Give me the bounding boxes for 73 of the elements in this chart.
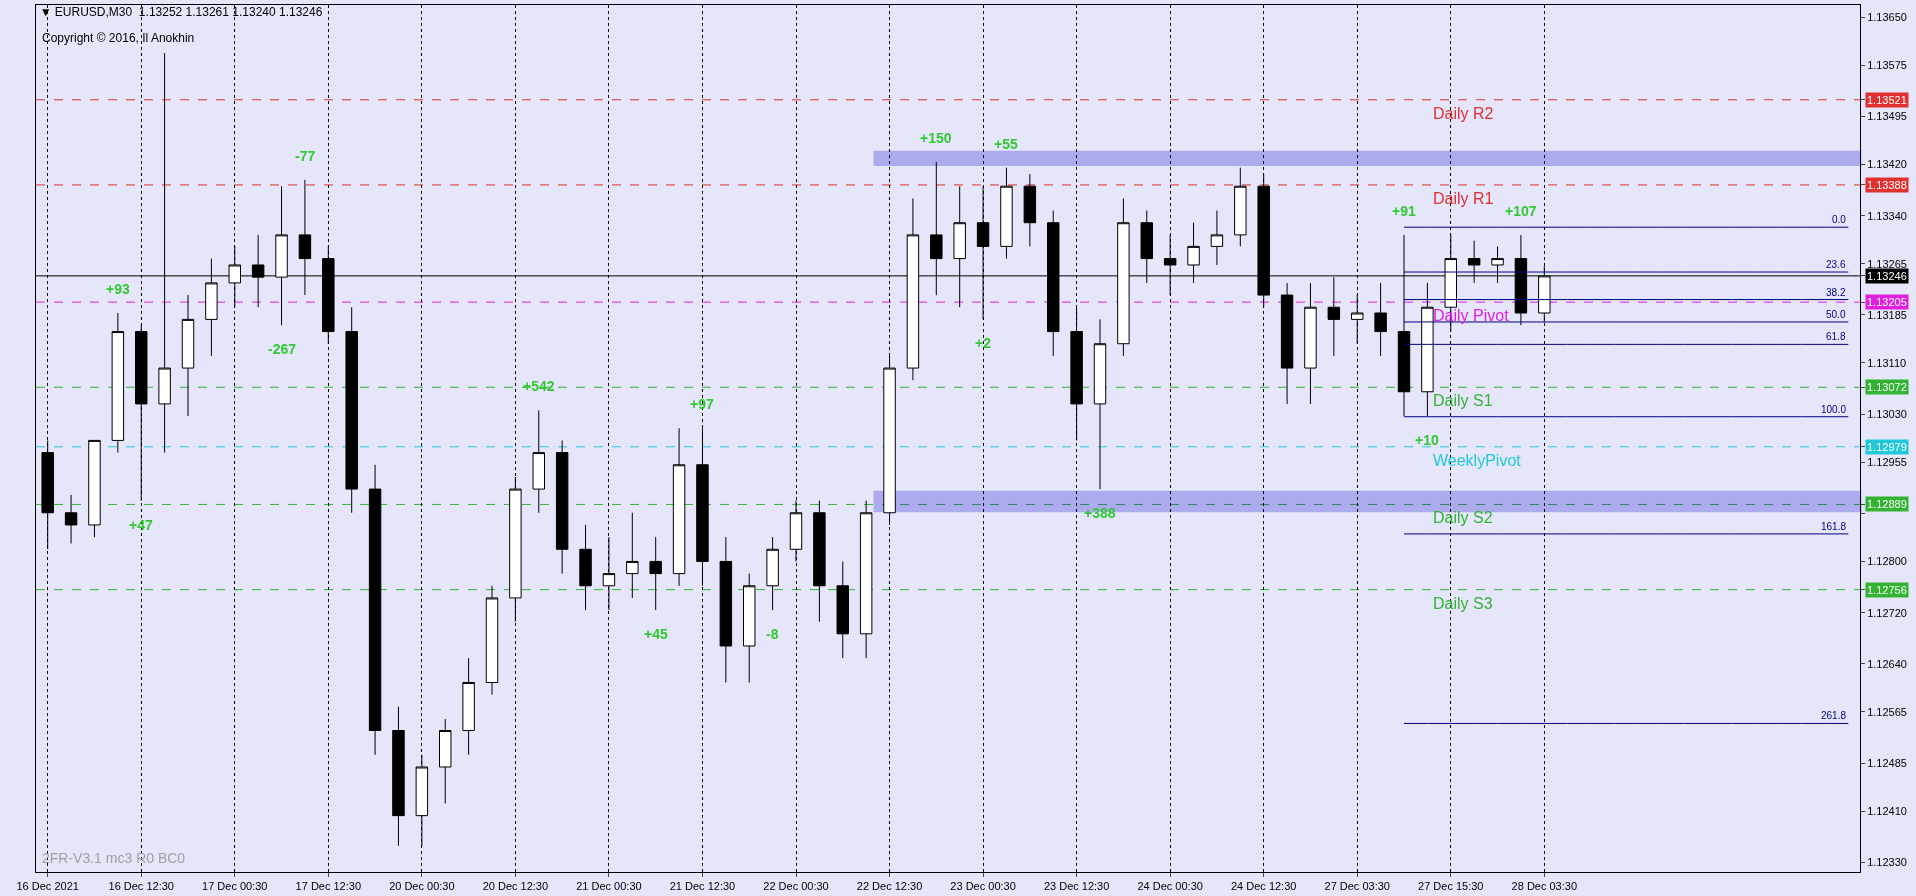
- y-tick-label: 1.12955: [1867, 456, 1907, 469]
- ref-line-label: Daily S1: [1433, 392, 1493, 409]
- y-tick-label: 1.13340: [1867, 209, 1907, 222]
- x-tick-label: 27 Dec 03:30: [1324, 880, 1390, 893]
- annotation: 2FR-V3.1 mc3 R0 BC0: [42, 850, 186, 866]
- text: +542: [523, 378, 555, 394]
- series-label: 61.8: [1826, 331, 1846, 342]
- x-tick-label: 28 Dec 03:30: [1511, 880, 1578, 893]
- text: -8: [766, 626, 779, 642]
- y-tick-label: 1.13110: [1867, 356, 1907, 369]
- y-tick-label: 1.13420: [1867, 158, 1907, 171]
- y-tick-label: 1.13205: [1867, 296, 1907, 308]
- text: +91: [1392, 203, 1416, 219]
- x-tick-label: 20 Dec 12:30: [482, 880, 549, 893]
- y-tick-label: 1.13495: [1867, 110, 1907, 123]
- x-tick-label: 17 Dec 12:30: [295, 880, 362, 893]
- x-tick-label: 16 Dec 2021: [16, 880, 79, 893]
- y-tick-label: 1.12485: [1867, 756, 1907, 769]
- series-label: 0.0: [1832, 214, 1847, 225]
- y-tick-label: 1.13575: [1867, 59, 1907, 72]
- text: +10: [1415, 432, 1439, 448]
- x-tick-label: 21 Dec 00:30: [576, 880, 642, 893]
- ref-line-label: Daily R1: [1433, 190, 1494, 207]
- series-label: 161.8: [1821, 521, 1847, 532]
- x-tick-label: 24 Dec 00:30: [1137, 880, 1203, 893]
- y-tick-label: 1.13650: [1867, 11, 1907, 24]
- y-tick-label: 1.13072: [1867, 381, 1907, 393]
- x-tick-label: 23 Dec 00:30: [950, 880, 1016, 893]
- y-tick-label: 1.12640: [1867, 657, 1907, 670]
- text: -77: [295, 148, 316, 164]
- x-tick-label: 24 Dec 12:30: [1230, 880, 1297, 893]
- y-tick-label: 1.12330: [1867, 856, 1907, 869]
- series-label: 23.6: [1826, 259, 1846, 270]
- y-tick-label: 1.12889: [1867, 498, 1907, 510]
- series-label: 261.8: [1821, 710, 1847, 721]
- text: +2: [975, 335, 991, 351]
- y-tick-label: 1.12720: [1867, 606, 1907, 619]
- series-label: 50.0: [1826, 309, 1846, 320]
- y-tick-label: 1.13388: [1867, 179, 1907, 191]
- series-label: 100.0: [1821, 404, 1847, 415]
- ref-line-label: Daily R2: [1433, 105, 1494, 122]
- y-tick-label: 1.13521: [1867, 94, 1907, 106]
- x-tick-label: 22 Dec 12:30: [856, 880, 923, 893]
- y-tick-label: 1.12800: [1867, 555, 1907, 568]
- text: -267: [268, 341, 297, 357]
- text: +150: [920, 130, 952, 146]
- y-tick-label: 1.13030: [1867, 408, 1907, 421]
- series-label: 38.2: [1826, 287, 1846, 298]
- x-tick-label: 21 Dec 12:30: [669, 880, 736, 893]
- text: +93: [106, 281, 130, 297]
- y-tick-label: 1.12565: [1867, 705, 1907, 718]
- y-tick-label: 1.13246: [1867, 270, 1907, 282]
- x-tick-label: 17 Dec 00:30: [202, 880, 268, 893]
- text: +388: [1084, 505, 1116, 521]
- text: +47: [129, 517, 153, 533]
- x-tick-label: 27 Dec 15:30: [1418, 880, 1484, 893]
- text: +45: [644, 626, 668, 642]
- x-tick-label: 22 Dec 00:30: [763, 880, 829, 893]
- y-tick-label: 1.12410: [1867, 805, 1907, 818]
- text: Copyright © 2016, Il Anokhin: [42, 31, 195, 45]
- x-tick-label: 23 Dec 12:30: [1043, 880, 1110, 893]
- ref-line-label: Daily S2: [1433, 509, 1493, 526]
- x-tick-label: 20 Dec 00:30: [389, 880, 455, 893]
- ref-line-label: WeeklyPivot: [1433, 452, 1522, 469]
- ref-line-label: Daily S3: [1433, 595, 1493, 612]
- text: +107: [1505, 203, 1537, 219]
- text: +55: [994, 136, 1018, 152]
- x-tick-label: 16 Dec 12:30: [108, 880, 174, 893]
- y-tick-label: 1.13265: [1867, 257, 1907, 270]
- text: +97: [690, 396, 714, 412]
- y-tick-label: 1.12979: [1867, 441, 1907, 453]
- y-tick-label: 1.13185: [1867, 308, 1907, 321]
- y-tick-label: 1.12756: [1867, 584, 1907, 596]
